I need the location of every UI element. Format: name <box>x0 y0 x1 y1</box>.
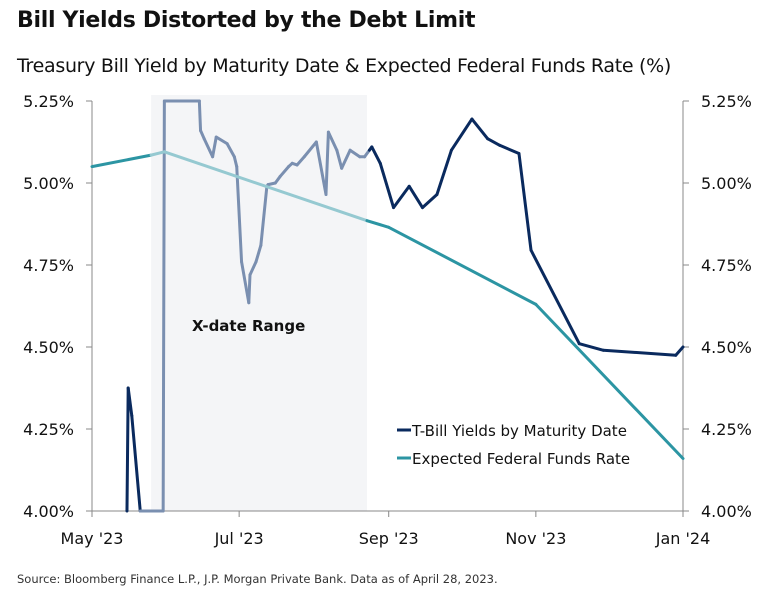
tbill-yield-line-segment <box>348 148 362 159</box>
y-tick-label-right: 4.75% <box>701 256 752 275</box>
tbill-yield-line-segment <box>486 137 502 147</box>
x-tick-label: May '23 <box>61 529 124 548</box>
tbill-yield-line-segment <box>420 192 439 210</box>
fed-funds-line-segment <box>365 219 391 229</box>
x-tick-label: Jul '23 <box>214 529 264 548</box>
x-tick-label: Nov '23 <box>505 529 566 548</box>
tbill-yield-line-segment <box>674 345 685 357</box>
fed-funds-line <box>90 150 685 461</box>
fed-funds-line-segment <box>387 225 538 306</box>
tbill-yield-line-segment <box>335 148 344 170</box>
tbill-yield-line-segment <box>259 184 269 247</box>
y-tick-label-left: 4.00% <box>23 502 74 521</box>
tbill-yield-line-segment <box>302 140 318 159</box>
x-date-range-label: X-date Range <box>192 317 305 335</box>
x-tick-label: Jan '24 <box>655 529 711 548</box>
y-tick-label-left: 4.25% <box>23 420 74 439</box>
legend-label-tbill: T-Bill Yields by Maturity Date <box>411 422 627 440</box>
tbill-yield-line-segment <box>529 248 581 346</box>
tbill-yield-line-segment <box>470 117 490 141</box>
y-tick-label-left: 4.75% <box>23 256 74 275</box>
series-layer <box>90 99 685 513</box>
tbill-yield-line-segment <box>130 414 142 513</box>
y-tick-label-right: 5.00% <box>701 174 752 193</box>
tbill-yield-line-segment <box>278 165 291 178</box>
tbill-yield-line-segment <box>340 148 352 170</box>
tbill-yield-line-segment <box>197 99 203 133</box>
tbill-yield-line-segment <box>449 117 474 152</box>
tbill-yield-line-segment <box>247 273 252 305</box>
tbill-yield-line-segment <box>392 184 411 210</box>
tbill-yield-line-segment <box>125 386 130 513</box>
tbill-yield-line <box>125 99 685 513</box>
fed-funds-line-segment <box>149 150 166 157</box>
chart-subtitle: Treasury Bill Yield by Maturity Date & E… <box>17 55 672 77</box>
tbill-yield-line-segment <box>211 135 218 159</box>
tbill-yield-line-segment <box>232 155 239 169</box>
tbill-yield-line-segment <box>378 161 396 210</box>
tbill-yield-line-segment <box>326 130 339 152</box>
tbill-yield-line-segment <box>126 386 134 418</box>
tbill-yield-line-segment <box>254 243 263 264</box>
chart-title: Bill Yields Distorted by the Debt Limit <box>17 8 476 33</box>
y-tick-label-right: 4.25% <box>701 420 752 439</box>
fed-funds-line-segment <box>162 150 369 223</box>
tbill-yield-line-segment <box>517 151 533 252</box>
tbill-yield-line-segment <box>370 145 382 165</box>
y-tick-label-left: 4.50% <box>23 338 74 357</box>
fed-funds-line-segment <box>90 153 153 169</box>
legend: T-Bill Yields by Maturity Date Expected … <box>397 422 630 468</box>
source-note: Source: Bloomberg Finance L.P., J.P. Mor… <box>17 572 498 586</box>
tbill-yield-line-segment <box>161 99 166 513</box>
tbill-yield-line-segment <box>324 130 330 196</box>
legend-label-fedfunds: Expected Federal Funds Rate <box>412 450 630 468</box>
tbill-yield-line-segment <box>435 148 453 196</box>
tbill-yield-line-segment <box>314 140 328 196</box>
tbill-yield-line-segment <box>240 260 251 305</box>
tbill-yield-line-segment <box>295 155 306 167</box>
tbill-yield-line-segment <box>214 135 229 146</box>
tbill-yield-line-segment <box>407 184 424 210</box>
tbill-yield-line-segment <box>577 342 605 352</box>
tbill-yield-line-segment <box>601 348 678 357</box>
tbill-yield-line-segment <box>248 260 258 277</box>
y-tick-label-right: 5.25% <box>701 92 752 111</box>
tbill-yield-line-segment <box>498 143 521 155</box>
y-tick-label-left: 5.25% <box>23 92 74 111</box>
y-tick-label-right: 4.50% <box>701 338 752 357</box>
tbill-yield-line-segment <box>225 142 236 159</box>
axes: 4.00% 4.00% 4.25% 4.25% 4.50% 4.50% 4.75% 4.75%… <box>23 92 752 548</box>
x-date-range-shade <box>151 95 367 511</box>
tbill-yield-line-segment <box>235 165 244 264</box>
x-tick-label: Sep '23 <box>359 529 419 548</box>
tbill-yield-line-segment <box>202 137 215 159</box>
y-tick-label-left: 5.00% <box>23 174 74 193</box>
y-tick-label-right: 4.00% <box>701 502 752 521</box>
fed-funds-line-segment <box>534 302 685 461</box>
